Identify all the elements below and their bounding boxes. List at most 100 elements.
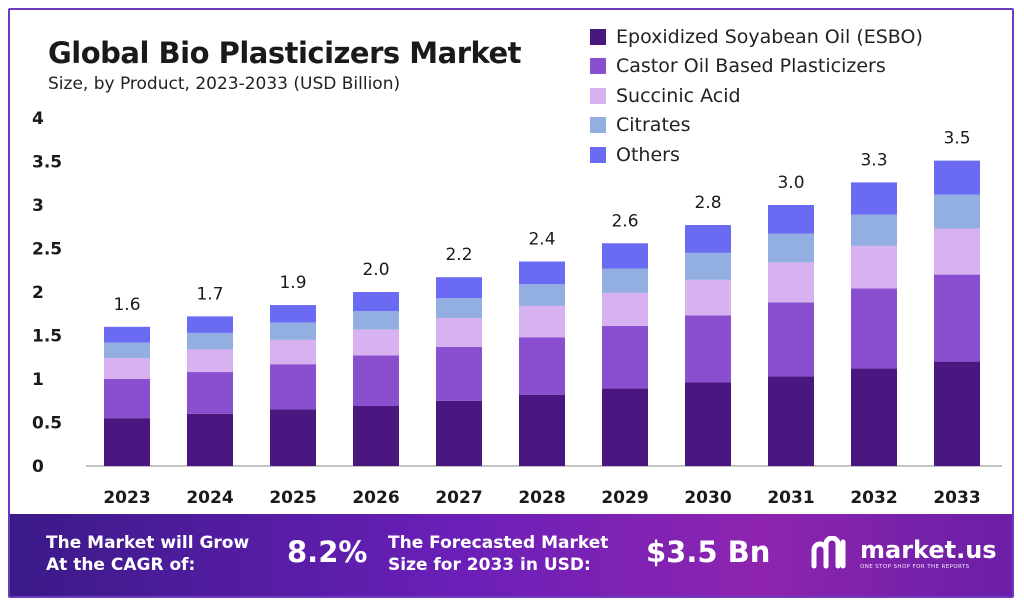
legend-label: Castor Oil Based Plasticizers	[616, 55, 886, 78]
bar-segment-castor-oil-based-plasticizers	[519, 337, 565, 395]
bar-segment-castor-oil-based-plasticizers	[436, 346, 482, 401]
bar-total-label: 3.3	[860, 150, 887, 170]
cagr-label-line2: At the CAGR of:	[46, 555, 196, 575]
bar-segment-succinic-acid	[602, 292, 648, 326]
y-tick-label: 2	[32, 283, 44, 303]
bar-segment-others	[519, 261, 565, 285]
legend-swatch	[590, 117, 606, 134]
x-tick-label: 2029	[601, 488, 648, 508]
bar-segment-succinic-acid	[104, 358, 150, 379]
bar-segment-epoxidized-soyabean-oil-esbo	[685, 382, 731, 466]
chart-subtitle: Size, by Product, 2023-2033 (USD Billion…	[48, 74, 401, 94]
bar-segment-succinic-acid	[436, 318, 482, 347]
bar-total-label: 2.8	[694, 193, 721, 213]
x-tick-label: 2024	[186, 488, 233, 508]
chart-title: Global Bio Plasticizers Market	[48, 36, 522, 70]
legend-item: Castor Oil Based Plasticizers	[590, 52, 923, 82]
cagr-label-line1: The Market will Grow	[46, 533, 250, 553]
x-tick-label: 2025	[269, 488, 316, 508]
legend-item: Succinic Acid	[590, 81, 923, 111]
bar-segment-succinic-acid	[187, 349, 233, 373]
bar-segment-succinic-acid	[685, 279, 731, 316]
bar-segment-epoxidized-soyabean-oil-esbo	[353, 405, 399, 466]
bar-segment-others	[602, 243, 648, 269]
bar-total-label: 2.2	[445, 245, 472, 265]
bar-total-label: 3.0	[777, 173, 804, 193]
bar-segment-succinic-acid	[270, 339, 316, 365]
bar-segment-epoxidized-soyabean-oil-esbo	[602, 388, 648, 466]
y-tick-label: 0	[32, 457, 44, 477]
bar-segment-citrates	[270, 322, 316, 340]
bar-segment-citrates	[104, 342, 150, 359]
bar-segment-castor-oil-based-plasticizers	[685, 315, 731, 383]
bar-total-label: 1.7	[196, 284, 223, 304]
bar-segment-citrates	[187, 332, 233, 350]
bar-segment-others	[934, 160, 980, 195]
bar-segment-citrates	[519, 284, 565, 306]
bar-segment-castor-oil-based-plasticizers	[934, 274, 980, 362]
bar-segment-epoxidized-soyabean-oil-esbo	[104, 418, 150, 466]
x-tick-label: 2031	[767, 488, 814, 508]
forecast-label-line1: The Forecasted Market	[388, 533, 609, 553]
bar-segment-epoxidized-soyabean-oil-esbo	[270, 409, 316, 466]
legend-item: Citrates	[590, 111, 923, 141]
infographic-frame: Global Bio Plasticizers Market Size, by …	[8, 8, 1014, 598]
legend-label: Epoxidized Soyabean Oil (ESBO)	[616, 25, 923, 48]
y-tick-label: 4	[32, 109, 44, 129]
y-tick-label: 1	[32, 370, 44, 390]
bar-segment-epoxidized-soyabean-oil-esbo	[851, 368, 897, 466]
bar-segment-epoxidized-soyabean-oil-esbo	[934, 361, 980, 466]
bar-segment-citrates	[436, 298, 482, 319]
cagr-value: 8.2%	[287, 535, 368, 569]
bar-segment-castor-oil-based-plasticizers	[187, 372, 233, 414]
bar-segment-succinic-acid	[519, 305, 565, 338]
bar-segment-others	[685, 225, 731, 253]
bar-segment-succinic-acid	[353, 329, 399, 356]
bar-segment-citrates	[768, 233, 814, 263]
bar-segment-epoxidized-soyabean-oil-esbo	[187, 413, 233, 466]
bar-segment-succinic-acid	[934, 228, 980, 275]
legend-label: Succinic Acid	[616, 84, 741, 107]
bar-segment-castor-oil-based-plasticizers	[104, 379, 150, 419]
bar-segment-others	[851, 182, 897, 215]
legend-swatch	[590, 28, 606, 45]
bar-segment-citrates	[685, 252, 731, 280]
logo-name: market.us	[860, 536, 997, 564]
bar-segment-castor-oil-based-plasticizers	[353, 355, 399, 406]
bar-total-label: 2.6	[611, 211, 638, 231]
bar-total-label: 1.9	[279, 273, 306, 293]
market-us-logo: market.us ONE STOP SHOP FOR THE REPORTS	[810, 536, 997, 572]
legend-item: Others	[590, 140, 923, 170]
cagr-label: The Market will Grow At the CAGR of:	[46, 532, 249, 576]
y-tick-label: 3.5	[32, 153, 62, 173]
bar-segment-citrates	[934, 194, 980, 229]
bar-segment-epoxidized-soyabean-oil-esbo	[436, 400, 482, 466]
forecast-value: $3.5 Bn	[646, 535, 771, 569]
bar-segment-citrates	[851, 214, 897, 246]
x-tick-label: 2030	[684, 488, 731, 508]
x-tick-label: 2026	[352, 488, 399, 508]
bar-segment-castor-oil-based-plasticizers	[851, 288, 897, 369]
bar-segment-others	[104, 326, 150, 343]
legend-item: Epoxidized Soyabean Oil (ESBO)	[590, 22, 923, 52]
x-tick-label: 2028	[518, 488, 565, 508]
y-tick-label: 0.5	[32, 414, 62, 434]
x-tick-label: 2027	[435, 488, 482, 508]
logo-tagline: ONE STOP SHOP FOR THE REPORTS	[860, 564, 970, 570]
x-tick-label: 2023	[103, 488, 150, 508]
legend-swatch	[590, 58, 606, 75]
x-tick-label: 2033	[933, 488, 980, 508]
y-tick-label: 1.5	[32, 327, 62, 347]
bar-segment-castor-oil-based-plasticizers	[270, 364, 316, 410]
bar-segment-others	[187, 316, 233, 333]
bar-segment-epoxidized-soyabean-oil-esbo	[768, 376, 814, 466]
legend-label: Others	[616, 143, 680, 166]
stacked-bar-chart: 0 0.5 1 1.5 2 2.5 3 3.5 4 1.6 2023 1.7 2024 1.9 2025 2.…	[32, 109, 1002, 508]
x-tick-label: 2032	[850, 488, 897, 508]
bar-total-label: 1.6	[113, 295, 140, 315]
summary-banner: The Market will Grow At the CAGR of: 8.2…	[10, 514, 1012, 596]
bar-segment-epoxidized-soyabean-oil-esbo	[519, 394, 565, 466]
chart-legend: Epoxidized Soyabean Oil (ESBO) Castor Oil…	[590, 22, 923, 170]
bar-segment-succinic-acid	[851, 245, 897, 289]
y-tick-label: 3	[32, 196, 44, 216]
